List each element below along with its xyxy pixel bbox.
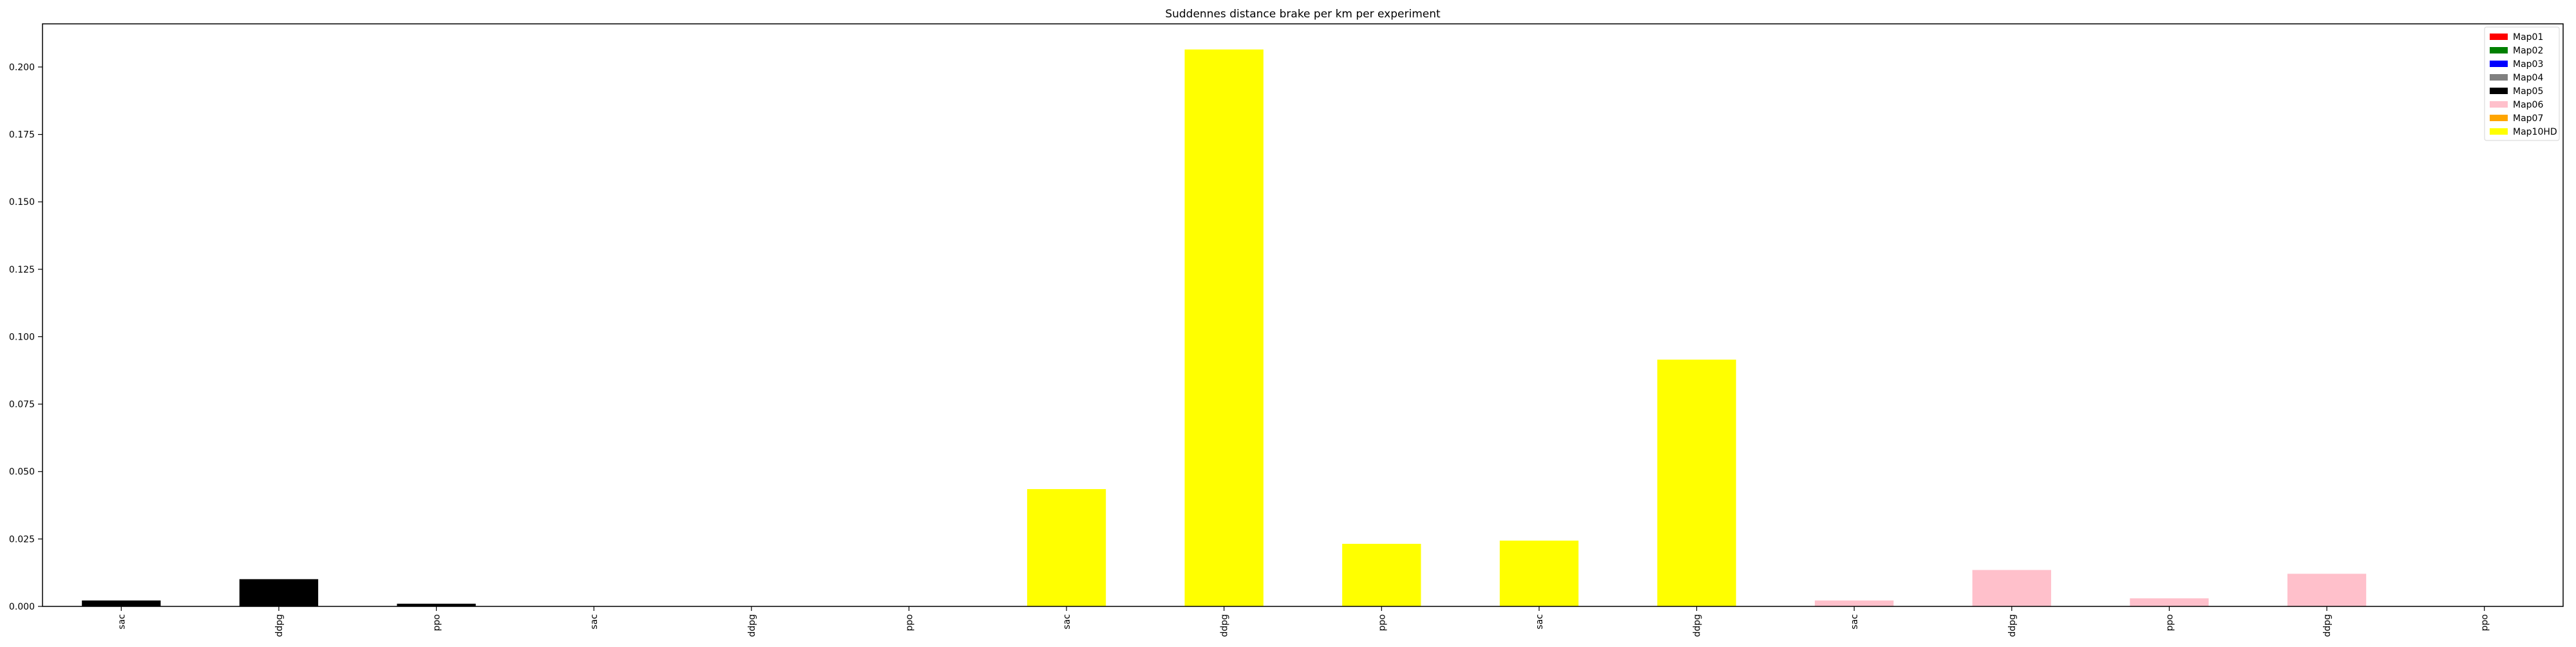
y-tick-label: 0.025 — [9, 534, 35, 545]
y-tick-label: 0.000 — [9, 602, 35, 612]
axes-frame — [42, 23, 2564, 607]
legend-swatch — [2490, 34, 2508, 40]
bars-layer — [82, 49, 2367, 606]
legend-label: Map05 — [2513, 86, 2543, 97]
y-tick-label: 0.175 — [9, 130, 35, 140]
bar-2 — [239, 579, 319, 606]
bar-14 — [2130, 598, 2209, 606]
x-tick-label: ppo — [1377, 614, 1387, 631]
x-tick-label: sac — [117, 614, 127, 630]
legend-label: Map02 — [2513, 46, 2543, 56]
bar-10 — [1499, 540, 1579, 606]
y-tick-label: 0.075 — [9, 400, 35, 410]
y-axis: 0.000 0.025 0.050 0.075 0.100 0.125 0.150 0.175… — [9, 63, 43, 612]
legend-swatch — [2490, 74, 2508, 81]
y-tick-label: 0.150 — [9, 197, 35, 208]
legend-swatch — [2490, 61, 2508, 67]
legend-label: Map10HD — [2513, 127, 2557, 137]
legend-swatch — [2490, 115, 2508, 121]
legend-swatch — [2490, 101, 2508, 108]
bar-8 — [1184, 49, 1264, 606]
legend-swatch — [2490, 88, 2508, 94]
x-tick-label: sac — [1535, 614, 1545, 630]
bar-1 — [82, 600, 161, 606]
bar-12 — [1815, 600, 1894, 606]
bar-13 — [1972, 570, 2051, 606]
legend-label: Map07 — [2513, 113, 2543, 124]
x-tick-label: ddpg — [2007, 614, 2018, 637]
x-tick-label: ddpg — [747, 614, 757, 637]
legend-swatch — [2490, 47, 2508, 53]
legend-label: Map06 — [2513, 100, 2543, 110]
x-tick-label: sac — [589, 614, 600, 630]
bar-11 — [1657, 360, 1736, 606]
y-tick-label: 0.100 — [9, 332, 35, 342]
legend: Map01 Map02 Map03 Map04 Map05 Map06 Map07 Map10… — [2484, 26, 2560, 141]
bar-3 — [397, 603, 476, 606]
x-tick-label: ppo — [432, 614, 442, 631]
y-tick-label: 0.200 — [9, 63, 35, 73]
legend-swatch — [2490, 128, 2508, 135]
bar-15 — [2287, 574, 2367, 606]
chart-title: Suddennes distance brake per km per expe… — [1165, 8, 1441, 21]
y-tick-label: 0.125 — [9, 265, 35, 275]
x-tick-label: ddpg — [274, 614, 285, 637]
x-tick-label: ddpg — [1692, 614, 1703, 637]
bar-9 — [1342, 543, 1421, 606]
legend-label: Map01 — [2513, 32, 2543, 43]
x-axis: sac ddpg ppo sac ddpg ppo sac ddpg ppo sac ddpg sac… — [117, 606, 2490, 637]
legend-box — [2484, 26, 2560, 141]
x-tick-label: ddpg — [1220, 614, 1230, 637]
x-tick-label: sac — [1062, 614, 1072, 630]
x-tick-label: sac — [1850, 614, 1860, 630]
legend-label: Map04 — [2513, 73, 2543, 83]
x-tick-label: ddpg — [2322, 614, 2333, 637]
y-tick-label: 0.050 — [9, 467, 35, 478]
x-tick-label: ppo — [2164, 614, 2175, 631]
bar-7 — [1027, 488, 1106, 606]
x-tick-label: ppo — [2480, 614, 2490, 631]
x-tick-label: ppo — [904, 614, 914, 631]
legend-label: Map03 — [2513, 59, 2543, 70]
